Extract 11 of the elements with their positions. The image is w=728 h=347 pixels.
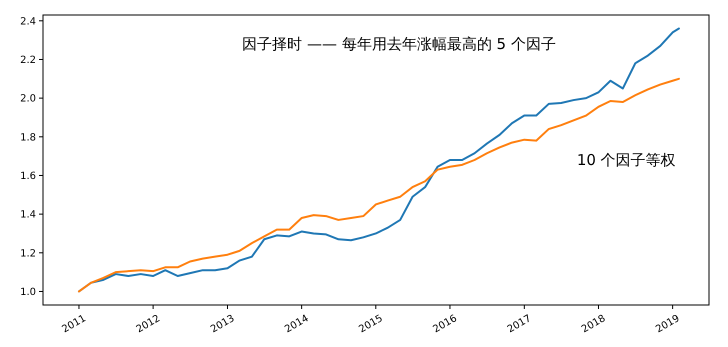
annotation: 10 个因子等权: [576, 151, 676, 169]
y-tick-label: 2.2: [20, 54, 36, 66]
y-tick-label: 1.0: [20, 286, 36, 298]
y-tick-label: 2.0: [20, 94, 36, 105]
y-tick-label: 1.6: [20, 170, 36, 182]
annotation: 因子择时 —— 每年用去年涨幅最高的 5 个因子: [242, 35, 556, 53]
y-tick-label: 1.2: [20, 248, 36, 260]
y-tick-label: 1.8: [20, 132, 36, 144]
line-series: [78, 78, 680, 292]
y-tick-label: 1.4: [20, 210, 36, 221]
y-tick-label: 2.4: [20, 16, 36, 28]
